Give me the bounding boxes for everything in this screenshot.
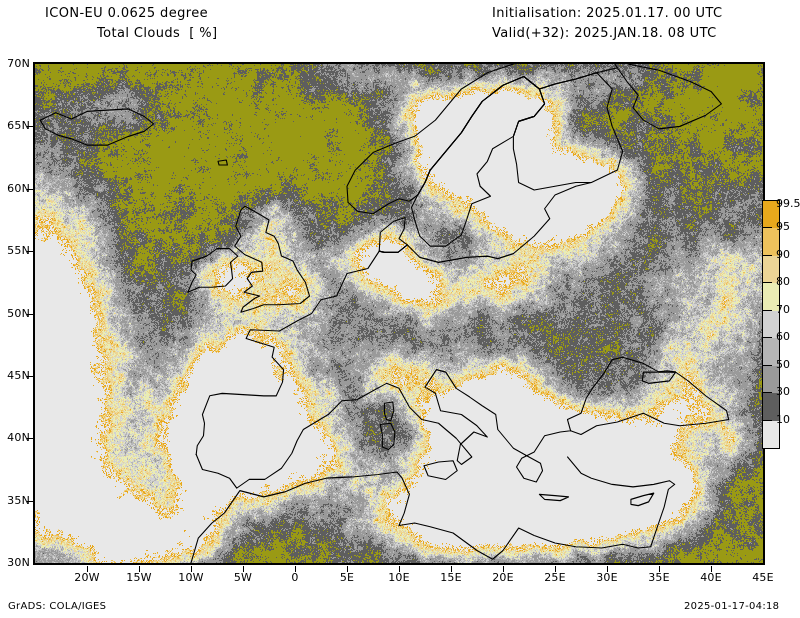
colorbar-tick-label: 80 xyxy=(776,275,790,289)
y-axis-tick-label: 50N xyxy=(7,306,30,320)
colorbar-tick-label: 70 xyxy=(776,302,790,316)
x-axis-tick-label: 10E xyxy=(388,571,410,584)
colorbar-tick xyxy=(762,309,772,311)
colorbar-segment xyxy=(763,310,779,339)
y-axis-tick-label: 40N xyxy=(7,431,30,445)
x-axis-tick-label: 0 xyxy=(291,571,299,584)
x-axis-tick-label: 30E xyxy=(596,571,618,584)
x-axis-tick-label: 5W xyxy=(233,571,253,584)
y-axis-tick-label: 30N xyxy=(7,556,30,569)
colorbar-segment xyxy=(763,338,779,366)
valid-time: Valid(+32): 2025.JAN.18. 08 UTC xyxy=(492,26,717,41)
x-axis-tick xyxy=(139,566,140,572)
x-axis-tick-label: 5E xyxy=(339,571,355,584)
x-axis-tick-label: 20W xyxy=(74,571,100,584)
x-axis-tick-label: 20E xyxy=(492,571,514,584)
y-axis-tick-label: 35N xyxy=(7,493,30,507)
map-plot-area xyxy=(33,62,765,565)
y-axis-tick xyxy=(27,375,33,377)
colorbar-tick-label: 10 xyxy=(776,412,790,426)
x-axis-tick xyxy=(555,566,556,572)
x-axis-tick-label: 15W xyxy=(126,571,152,584)
colorbar-segment xyxy=(763,393,779,421)
y-axis-tick xyxy=(27,500,33,502)
x-axis-tick xyxy=(451,566,452,572)
colorbar-tick xyxy=(762,282,772,284)
x-axis-tick-label: 10W xyxy=(178,571,204,584)
x-axis-tick xyxy=(503,566,504,572)
x-axis-tick-label: 25E xyxy=(544,571,566,584)
colorbar-tick xyxy=(762,419,772,421)
colorbar-tick xyxy=(762,337,772,339)
colorbar-tick-label: 99.5 xyxy=(776,197,800,210)
x-axis-tick xyxy=(659,566,660,572)
x-axis-tick-label: 40E xyxy=(700,571,722,584)
y-axis-tick xyxy=(27,313,33,315)
y-axis-tick xyxy=(27,438,33,440)
colorbar-segment xyxy=(763,201,779,229)
y-axis-tick-label: 70N xyxy=(7,57,30,70)
colorbar-segment xyxy=(763,228,779,256)
cloud-cover-raster xyxy=(35,64,763,563)
colorbar-tick-label: 30 xyxy=(776,385,790,399)
x-axis-tick xyxy=(191,566,192,572)
colorbar xyxy=(762,200,780,449)
y-axis-tick xyxy=(27,251,33,253)
colorbar-tick-label: 95 xyxy=(776,220,790,234)
colorbar-tick xyxy=(762,392,772,394)
y-axis-tick xyxy=(27,188,33,190)
y-axis-tick-label: 45N xyxy=(7,368,30,382)
colorbar-tick-label: 60 xyxy=(776,330,790,344)
y-axis-tick xyxy=(27,126,33,128)
x-axis-tick xyxy=(399,566,400,572)
colorbar-tick xyxy=(762,227,772,229)
render-timestamp: 2025-01-17-04:18 xyxy=(684,601,780,612)
colorbar-segment xyxy=(763,420,779,448)
colorbar-tick xyxy=(762,254,772,256)
x-axis-tick xyxy=(711,566,712,572)
y-axis-tick-label: 60N xyxy=(7,181,30,195)
model-title: ICON-EU 0.0625 degree xyxy=(45,6,208,21)
colorbar-segment xyxy=(763,255,779,284)
x-axis-tick xyxy=(87,566,88,572)
colorbar-segment xyxy=(763,365,779,394)
x-axis-tick xyxy=(607,566,608,572)
y-axis-tick-label: 55N xyxy=(7,244,30,258)
x-axis-tick xyxy=(243,566,244,572)
field-title: Total Clouds [ %] xyxy=(97,26,218,41)
grads-credit: GrADS: COLA/IGES xyxy=(8,601,107,612)
x-axis-tick-label: 35E xyxy=(648,571,670,584)
initialisation-time: Initialisation: 2025.01.17. 00 UTC xyxy=(492,6,723,21)
x-axis-tick xyxy=(347,566,348,572)
y-axis-tick-label: 65N xyxy=(7,119,30,133)
x-axis-tick-label: 45E xyxy=(752,571,774,584)
colorbar-tick xyxy=(762,364,772,366)
x-axis-tick-label: 15E xyxy=(440,571,462,584)
colorbar-tick-label: 90 xyxy=(776,247,790,261)
colorbar-tick-label: 50 xyxy=(776,357,790,371)
x-axis-tick xyxy=(295,566,296,572)
colorbar-segment xyxy=(763,283,779,311)
